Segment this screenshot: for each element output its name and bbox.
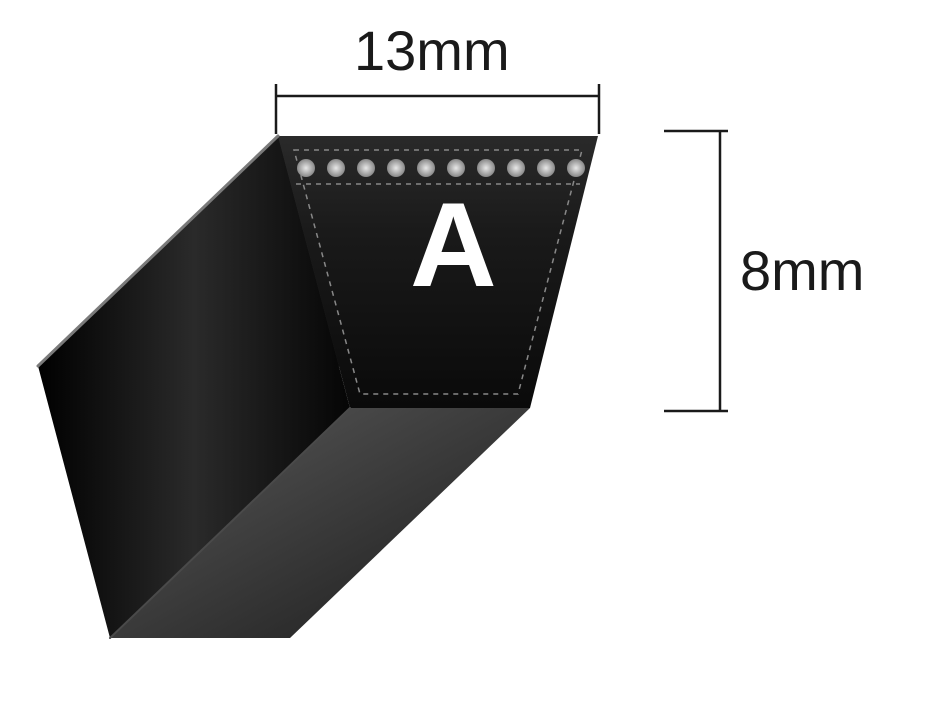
height-dimension	[664, 130, 728, 412]
belt-designation-letter: A	[410, 176, 497, 314]
vbelt-diagram: 13mm 8mm A	[0, 0, 933, 700]
height-dimension-label: 8mm	[740, 238, 864, 303]
belt-svg	[0, 0, 933, 700]
width-dimension	[275, 84, 600, 134]
width-dimension-label: 13mm	[354, 18, 510, 83]
